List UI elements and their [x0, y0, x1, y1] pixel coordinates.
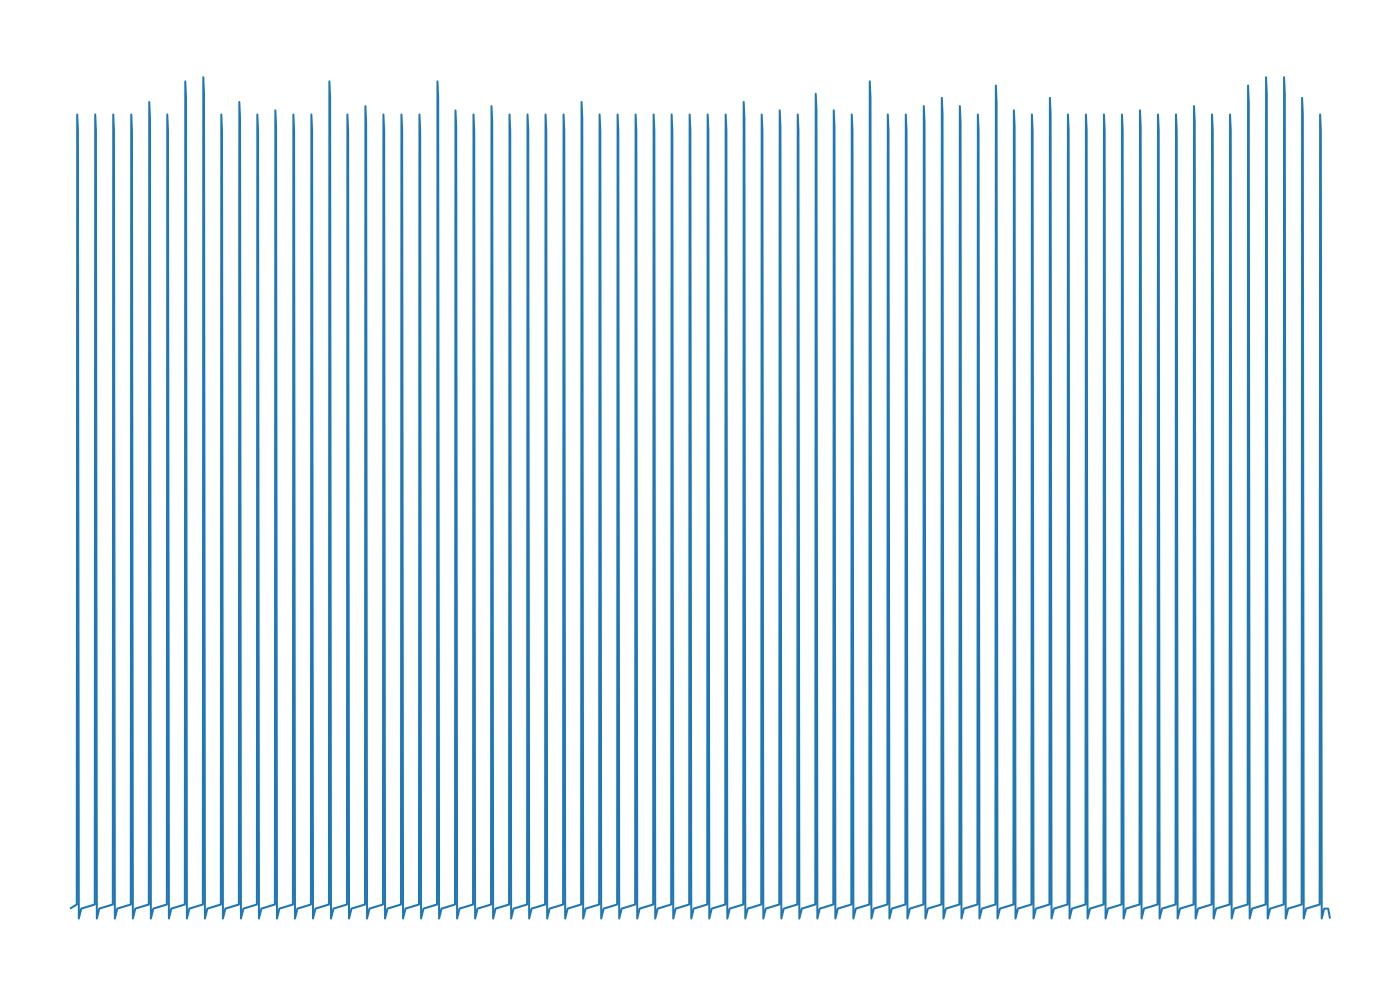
plot-area — [69, 76, 1331, 920]
series-line — [69, 76, 1331, 920]
